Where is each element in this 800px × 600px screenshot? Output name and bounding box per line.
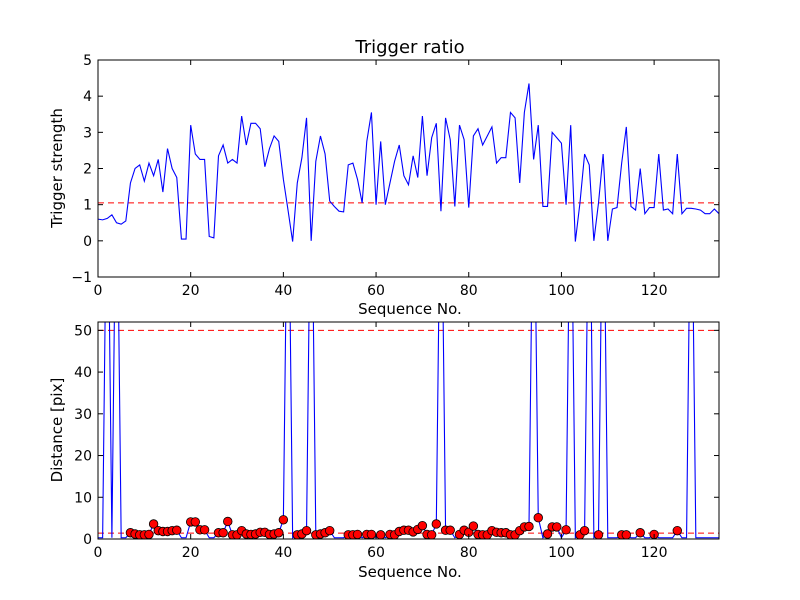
- data-point: [190, 517, 201, 527]
- x-tick-label: 20: [182, 283, 200, 299]
- data-point: [375, 530, 386, 539]
- data-point: [417, 520, 428, 531]
- data-point: [325, 525, 335, 536]
- data-point: [352, 529, 363, 539]
- x-tick-label: 80: [460, 545, 478, 561]
- y-tick-label: 50: [74, 323, 92, 339]
- data-point: [593, 530, 604, 539]
- x-tick-label: 40: [274, 545, 292, 561]
- y-tick-label: 1: [83, 198, 92, 214]
- y-tick-label: 20: [74, 449, 92, 465]
- data-point: [561, 525, 571, 535]
- x-tick-label: 100: [548, 545, 575, 561]
- x-tick-label: 120: [641, 283, 668, 299]
- x-tick-label: 80: [460, 283, 478, 299]
- y-tick-label: 40: [74, 365, 92, 381]
- trigger-strength-series: [98, 83, 719, 242]
- x-tick-label: 0: [94, 545, 103, 561]
- data-point: [552, 522, 562, 532]
- distance-x-axis-label: Sequence No.: [358, 563, 462, 581]
- data-point: [426, 530, 437, 539]
- data-point: [635, 528, 645, 538]
- series-line: [98, 83, 719, 242]
- distance-plot-frame: [97, 321, 720, 540]
- data-point: [218, 528, 228, 538]
- data-point: [672, 525, 682, 536]
- data-point: [366, 529, 377, 539]
- data-point: [172, 525, 182, 535]
- x-tick-label: 0: [94, 283, 103, 299]
- chart-title: Trigger ratio: [354, 37, 464, 58]
- y-tick-label: 5: [83, 53, 92, 69]
- y-tick-label: 0: [83, 532, 92, 548]
- x-tick-label: 40: [274, 283, 292, 299]
- trigger-x-axis-label: Sequence No.: [358, 300, 462, 318]
- y-tick-label: 2: [83, 162, 92, 178]
- x-tick-label: 60: [367, 545, 385, 561]
- data-point: [533, 513, 543, 523]
- data-point: [199, 525, 210, 535]
- data-point: [148, 519, 159, 529]
- x-tick-label: 120: [641, 545, 668, 561]
- data-point: [524, 521, 534, 532]
- data-point: [144, 529, 154, 539]
- data-point: [542, 529, 553, 539]
- data-point: [621, 530, 632, 539]
- y-tick-label: 30: [74, 407, 92, 423]
- data-point: [579, 525, 590, 536]
- data-point: [274, 528, 284, 538]
- distance-axis-ticks: 0 20 40 60 80 100 120 0 10 20 30 40 50: [74, 322, 719, 561]
- distance-y-axis-label: Distance [pix]: [48, 378, 66, 483]
- y-tick-label: 3: [83, 125, 92, 141]
- data-point: [445, 525, 455, 535]
- data-point: [278, 515, 289, 525]
- y-tick-label: 10: [74, 490, 92, 506]
- trigger-y-axis-label: Trigger strength: [48, 108, 66, 229]
- x-tick-label: 100: [548, 283, 575, 299]
- y-tick-label: 4: [83, 89, 92, 105]
- y-tick-label: −1: [71, 270, 92, 286]
- data-point: [431, 519, 442, 529]
- data-point: [468, 521, 479, 531]
- y-tick-label: 0: [83, 234, 92, 250]
- data-point: [301, 525, 312, 536]
- x-tick-label: 20: [182, 545, 200, 561]
- data-point: [223, 516, 233, 527]
- x-tick-label: 60: [367, 283, 385, 299]
